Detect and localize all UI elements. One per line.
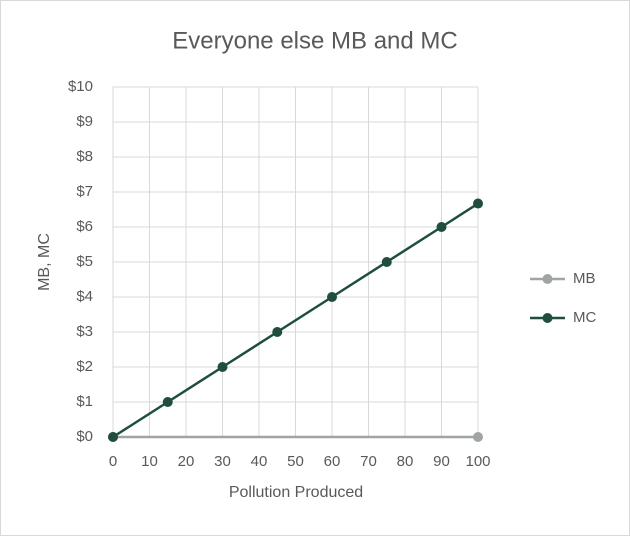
y-tick-label: $0 xyxy=(76,428,93,445)
x-tick-label: 70 xyxy=(360,453,377,470)
x-tick-label: 20 xyxy=(178,453,195,470)
legend-marker xyxy=(542,274,553,284)
x-tick-label: 50 xyxy=(287,453,304,470)
data-point xyxy=(272,327,283,337)
x-axis-label: Pollution Produced xyxy=(229,484,363,501)
x-tick-label: 90 xyxy=(433,453,450,470)
data-point xyxy=(217,362,228,372)
x-tick-label: 30 xyxy=(214,453,231,470)
x-tick-label: 40 xyxy=(251,453,268,470)
y-tick-label: $5 xyxy=(76,253,93,270)
data-point xyxy=(473,432,483,442)
y-tick-label: $1 xyxy=(76,393,93,410)
x-tick-label: 0 xyxy=(109,453,117,470)
legend-label: MB xyxy=(573,270,596,287)
x-tick-label: 100 xyxy=(465,453,490,470)
y-tick-label: $4 xyxy=(76,288,93,305)
y-tick-label: $3 xyxy=(76,323,93,340)
data-point xyxy=(108,432,118,442)
x-tick-label: 80 xyxy=(397,453,414,470)
y-tick-label: $10 xyxy=(68,78,93,95)
chart-title: Everyone else MB and MC xyxy=(172,27,457,54)
y-tick-label: $7 xyxy=(76,183,93,200)
y-tick-label: $8 xyxy=(76,148,93,165)
x-tick-label: 10 xyxy=(141,453,158,470)
y-tick-label: $9 xyxy=(76,113,93,130)
data-point xyxy=(436,222,447,232)
y-tick-label: $6 xyxy=(76,218,93,235)
legend-marker xyxy=(542,313,553,323)
series-line xyxy=(112,202,479,439)
x-tick-label: 60 xyxy=(324,453,341,470)
data-point xyxy=(473,198,483,209)
data-point xyxy=(381,257,392,267)
y-tick-label: $2 xyxy=(76,358,93,375)
legend-label: MC xyxy=(573,309,596,326)
data-point xyxy=(327,292,337,302)
data-point xyxy=(162,397,173,407)
y-axis-label: MB, MC xyxy=(36,233,53,291)
